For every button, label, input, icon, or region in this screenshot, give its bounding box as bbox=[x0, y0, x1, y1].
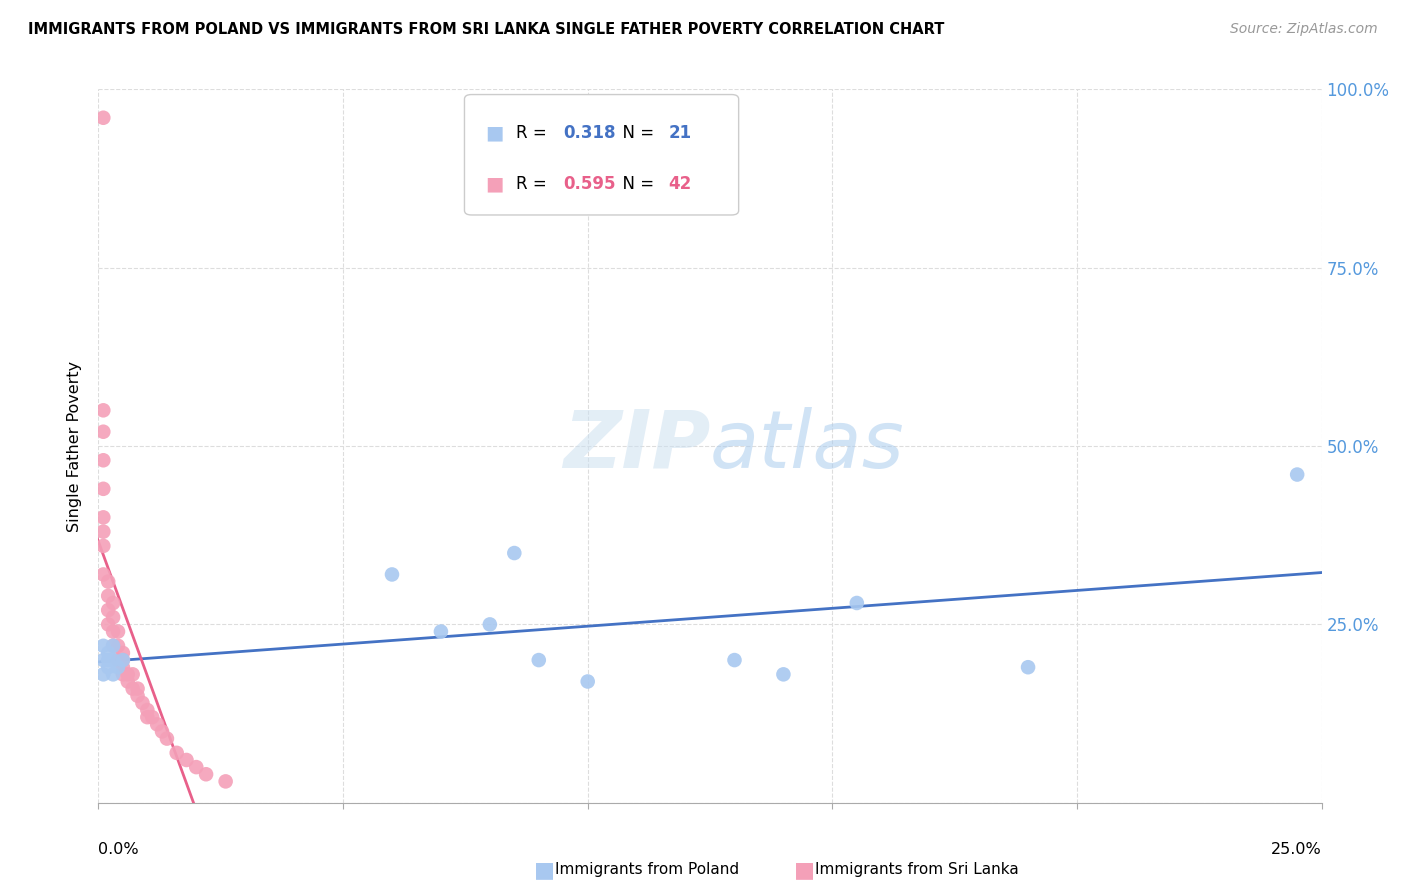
Point bbox=[131, 696, 153, 710]
Point bbox=[91, 482, 114, 496]
Text: 42: 42 bbox=[668, 175, 692, 193]
Point bbox=[91, 667, 114, 681]
Point bbox=[121, 681, 143, 696]
Text: Immigrants from Poland: Immigrants from Poland bbox=[555, 863, 740, 877]
Point bbox=[503, 546, 526, 560]
Point bbox=[101, 639, 124, 653]
Point bbox=[381, 567, 404, 582]
Text: ■: ■ bbox=[485, 123, 503, 143]
Point bbox=[478, 617, 501, 632]
Point bbox=[91, 510, 114, 524]
Y-axis label: Single Father Poverty: Single Father Poverty bbox=[67, 360, 83, 532]
Text: 0.0%: 0.0% bbox=[98, 842, 139, 857]
Text: ZIP: ZIP bbox=[562, 407, 710, 485]
Point bbox=[91, 453, 114, 467]
Point bbox=[117, 674, 139, 689]
Point bbox=[91, 639, 114, 653]
Point bbox=[772, 667, 794, 681]
Point bbox=[107, 624, 129, 639]
Point bbox=[97, 660, 120, 674]
Point bbox=[97, 646, 120, 660]
Point bbox=[91, 524, 114, 539]
Point bbox=[214, 774, 236, 789]
Point bbox=[141, 710, 163, 724]
Point bbox=[91, 425, 114, 439]
Point bbox=[195, 767, 218, 781]
Point bbox=[111, 653, 134, 667]
Point bbox=[91, 653, 114, 667]
Point bbox=[91, 539, 114, 553]
Point bbox=[527, 653, 550, 667]
Point bbox=[91, 403, 114, 417]
Point bbox=[121, 667, 143, 681]
Point bbox=[127, 681, 149, 696]
Point bbox=[136, 710, 159, 724]
Point bbox=[146, 717, 169, 731]
Point bbox=[91, 567, 114, 582]
Point bbox=[101, 653, 124, 667]
Point bbox=[91, 111, 114, 125]
Point bbox=[1286, 467, 1309, 482]
Text: N =: N = bbox=[612, 124, 659, 142]
Point bbox=[127, 689, 149, 703]
Text: N =: N = bbox=[612, 175, 659, 193]
Text: 21: 21 bbox=[668, 124, 692, 142]
Point bbox=[576, 674, 599, 689]
Point bbox=[111, 667, 134, 681]
Point bbox=[107, 639, 129, 653]
Text: R =: R = bbox=[516, 124, 553, 142]
Point bbox=[845, 596, 868, 610]
Point bbox=[150, 724, 173, 739]
Point bbox=[97, 574, 120, 589]
Point bbox=[101, 639, 124, 653]
Point bbox=[97, 653, 120, 667]
Point bbox=[101, 624, 124, 639]
Point bbox=[117, 667, 139, 681]
Point bbox=[111, 646, 134, 660]
Text: 0.318: 0.318 bbox=[562, 124, 616, 142]
Point bbox=[136, 703, 159, 717]
Point bbox=[101, 610, 124, 624]
Point bbox=[430, 624, 453, 639]
Point bbox=[186, 760, 208, 774]
Text: atlas: atlas bbox=[710, 407, 905, 485]
Text: ■: ■ bbox=[534, 860, 555, 880]
Text: Immigrants from Sri Lanka: Immigrants from Sri Lanka bbox=[815, 863, 1019, 877]
Text: ■: ■ bbox=[485, 174, 503, 194]
Point bbox=[156, 731, 179, 746]
Point bbox=[97, 617, 120, 632]
Point bbox=[166, 746, 188, 760]
Text: ■: ■ bbox=[794, 860, 815, 880]
Text: 0.595: 0.595 bbox=[562, 175, 616, 193]
Point bbox=[107, 660, 129, 674]
Text: IMMIGRANTS FROM POLAND VS IMMIGRANTS FROM SRI LANKA SINGLE FATHER POVERTY CORREL: IMMIGRANTS FROM POLAND VS IMMIGRANTS FRO… bbox=[28, 22, 945, 37]
Point bbox=[97, 603, 120, 617]
Point bbox=[107, 653, 129, 667]
Point bbox=[176, 753, 198, 767]
Text: Source: ZipAtlas.com: Source: ZipAtlas.com bbox=[1230, 22, 1378, 37]
Point bbox=[1017, 660, 1039, 674]
Point bbox=[97, 589, 120, 603]
Text: 25.0%: 25.0% bbox=[1271, 842, 1322, 857]
Point bbox=[101, 596, 124, 610]
Point bbox=[101, 667, 124, 681]
Point bbox=[111, 653, 134, 667]
Text: R =: R = bbox=[516, 175, 553, 193]
Point bbox=[111, 660, 134, 674]
Point bbox=[723, 653, 745, 667]
